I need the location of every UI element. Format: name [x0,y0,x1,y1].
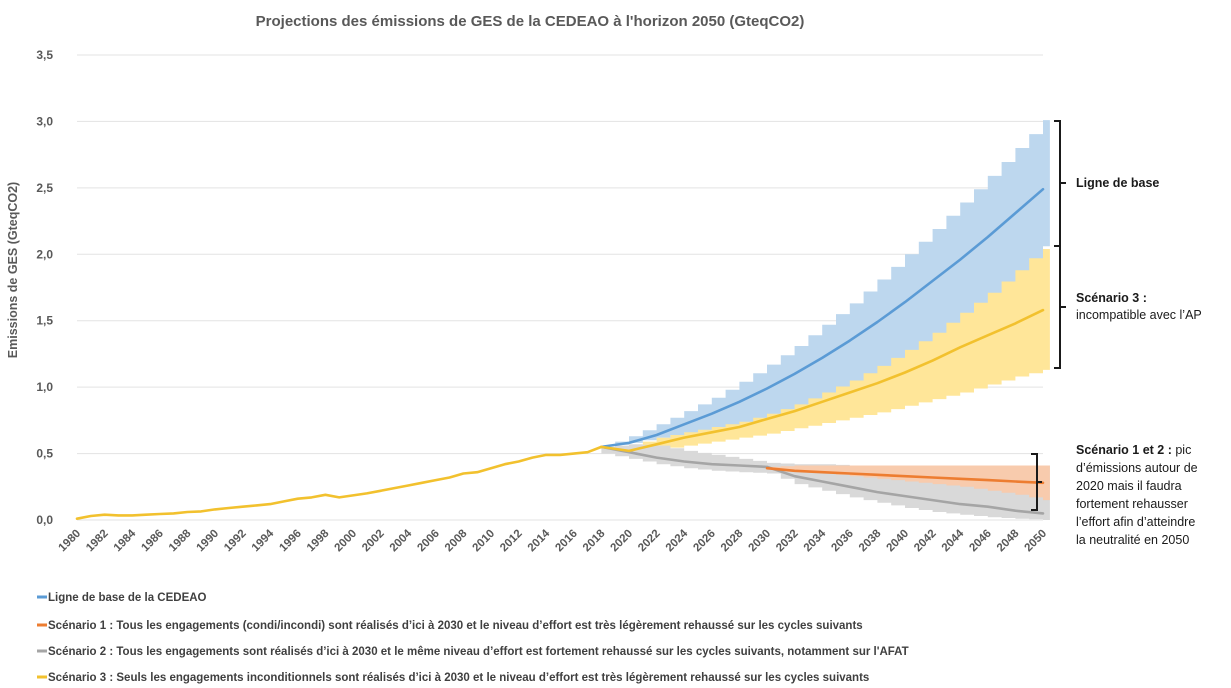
x-tick-label: 2002 [360,528,387,555]
x-tick-label: 2034 [802,527,829,554]
y-tick-label: 3,5 [36,48,53,62]
gridlines [77,54,1043,521]
x-tick-label: 2028 [719,527,746,554]
x-tick-label: 1996 [277,528,304,555]
x-tick-label: 2024 [664,527,691,554]
annotation-scenario12-line-4: l’effort afin d’atteindre [1076,515,1195,529]
annotation-scenario12: Scénario 1 et 2 : pic d’émissions autour… [1031,443,1198,547]
x-tick-label: 2008 [443,527,470,554]
x-tick-label: 2042 [912,528,939,555]
x-tick-label: 1998 [305,527,332,554]
line-scenario2 [600,445,1045,515]
annotation-baseline-title: Ligne de base [1076,176,1159,190]
legend: Ligne de base de la CEDEAO Scénario 1 : … [37,592,909,684]
bracket-scenario12 [1031,453,1042,511]
x-tick-label: 1986 [139,528,166,555]
x-tick-label: 2010 [471,528,498,555]
annotation-scenario12-line-3: fortement rehausser [1076,497,1188,511]
x-tick-label: 2022 [636,528,663,555]
x-tick-label: 2014 [526,527,553,554]
x-tick-label: 2018 [581,527,608,554]
line-historical [75,445,603,521]
x-tick-label: 2040 [885,528,912,555]
x-tick-label: 2004 [388,527,415,554]
band-baseline [601,120,1050,447]
legend-item-scenario3: Scénario 3 : Seuls les engagements incon… [37,672,869,684]
x-tick-label: 1980 [57,528,84,555]
legend-item-baseline: Ligne de base de la CEDEAO [37,592,207,604]
x-tick-label: 2000 [333,528,360,555]
x-tick-label: 2012 [498,528,525,555]
x-tick-label: 2016 [553,528,580,555]
y-tick-label: 3,0 [36,114,53,128]
annotation-scenario12-title: Scénario 1 et 2 : pic [1076,443,1191,457]
legend-label-scenario2: Scénario 2 : Tous les engagements sont r… [48,646,909,658]
legend-item-scenario2: Scénario 2 : Tous les engagements sont r… [37,646,909,658]
x-tick-label: 2006 [415,528,442,555]
annotation-scenario12-line-1: d’émissions autour de [1076,461,1198,475]
annotation-scenario12-line-5: la neutralité en 2050 [1076,533,1189,547]
y-tick-label: 1,0 [36,380,53,394]
y-tick-labels: 0,0 0,5 1,0 1,5 2,0 2,5 3,0 3,5 [36,48,53,527]
legend-label-scenario3: Scénario 3 : Seuls les engagements incon… [48,672,869,684]
y-tick-label: 2,0 [36,247,53,261]
x-tick-label: 1982 [84,528,111,555]
y-tick-label: 2,5 [36,181,53,195]
x-tick-label: 2048 [995,527,1022,554]
series-lines [75,187,1045,521]
x-tick-label: 2046 [967,528,994,555]
x-tick-label: 1994 [250,527,277,554]
x-tick-labels: 1980 1982 1984 1986 1988 1990 1992 1994 1996 1998… [57,527,1050,554]
y-tick-label: 0,0 [36,513,53,527]
x-tick-label: 2032 [774,528,801,555]
x-tick-label: 1988 [167,527,194,554]
x-tick-label: 2020 [609,528,636,555]
x-tick-label: 2044 [940,527,967,554]
bracket-scenario3 [1054,245,1066,369]
x-tick-label: 2050 [1023,528,1050,555]
x-tick-label: 2036 [829,528,856,555]
x-tick-label: 2038 [857,527,884,554]
annotation-scenario3-line: incompatible avec l’AP [1076,308,1202,322]
line-baseline [600,187,1045,449]
legend-label-scenario1: Scénario 1 : Tous les engagements (condi… [48,620,863,632]
x-tick-label: 1990 [195,528,222,555]
legend-label-baseline: Ligne de base de la CEDEAO [48,592,207,604]
y-tick-label: 1,5 [36,314,53,328]
bracket-baseline [1054,120,1066,247]
line-scenario1 [765,466,1045,485]
x-tick-label: 1984 [112,527,139,554]
x-tick-label: 2030 [747,528,774,555]
annotation-scenario12-line-2: 2020 mais il faudra [1076,479,1182,493]
y-axis-label: Emissions de GES (GteqCO2) [6,182,20,358]
y-tick-label: 0,5 [36,447,53,461]
legend-item-scenario1: Scénario 1 : Tous les engagements (condi… [37,620,863,632]
annotation-baseline: Ligne de base [1054,120,1159,247]
line-scenario3 [600,308,1045,453]
annotation-scenario3-title: Scénario 3 : [1076,291,1147,305]
x-tick-label: 1992 [222,528,249,555]
x-tick-label: 2026 [691,528,718,555]
annotation-scenario3: Scénario 3 : incompatible avec l’AP [1054,245,1202,369]
chart-title: Projections des émissions de GES de la C… [256,13,805,30]
